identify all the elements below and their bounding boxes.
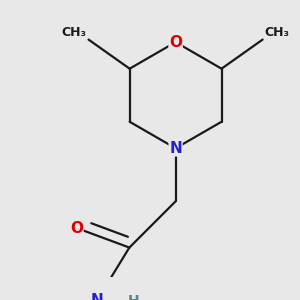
Text: O: O xyxy=(70,221,83,236)
Text: CH₃: CH₃ xyxy=(264,26,289,39)
Text: H: H xyxy=(128,294,139,300)
Text: N: N xyxy=(169,141,182,156)
Text: O: O xyxy=(169,34,182,50)
Text: CH₃: CH₃ xyxy=(62,26,87,39)
Text: N: N xyxy=(91,293,103,300)
